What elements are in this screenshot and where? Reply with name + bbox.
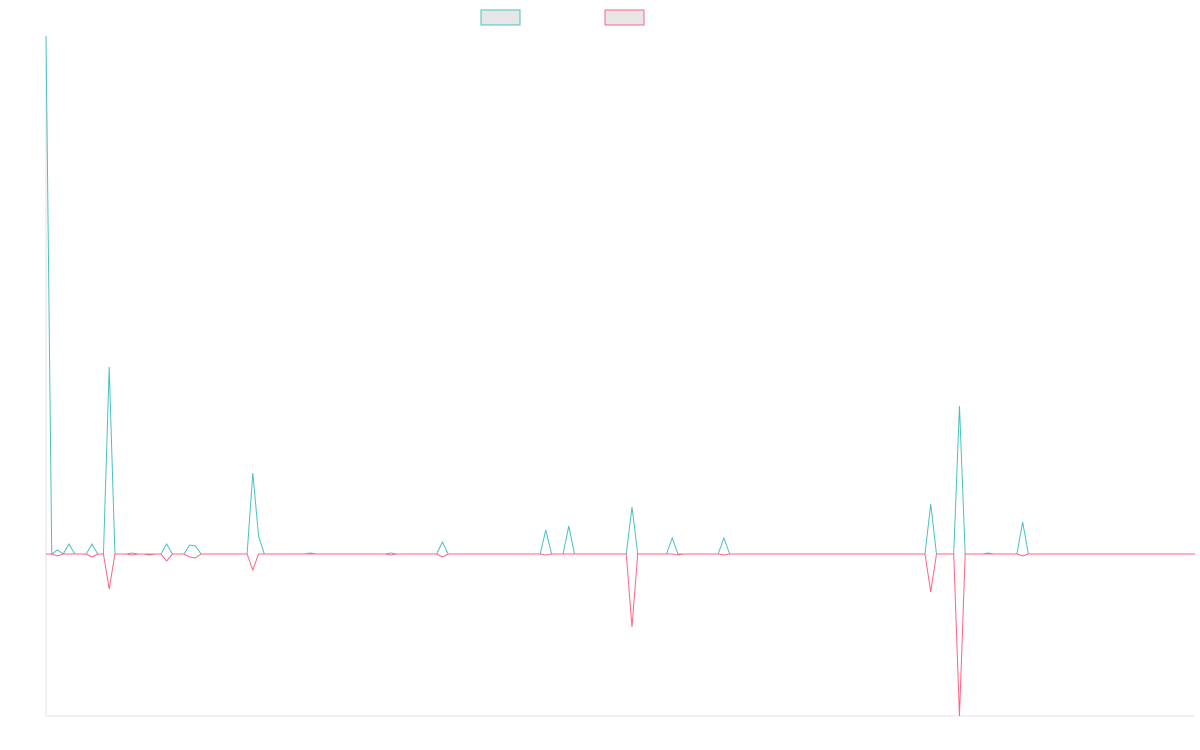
legend-swatch [480, 9, 521, 26]
series-line [46, 553, 1195, 717]
series-line [45, 35, 1195, 555]
legend-swatch [604, 9, 645, 26]
